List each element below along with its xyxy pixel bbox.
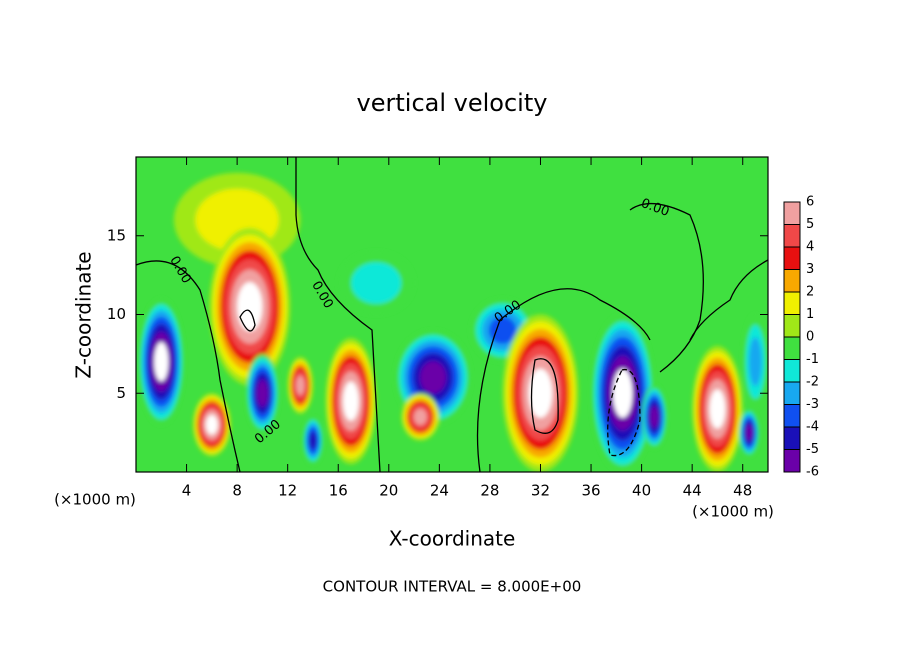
contour-line xyxy=(530,358,559,434)
colorbar-swatch xyxy=(784,269,800,292)
colorbar-swatch xyxy=(784,382,800,405)
velocity-cell xyxy=(612,368,633,418)
velocity-cell xyxy=(748,337,762,387)
colorbar-swatch xyxy=(784,449,800,472)
colorbar-tick-label: 0 xyxy=(806,330,814,345)
contour-line xyxy=(629,202,704,373)
velocity-cell xyxy=(488,316,517,344)
colorbar-swatch xyxy=(784,314,800,337)
x-unit-label: (×1000 m) xyxy=(54,491,136,509)
x-tick-label: 32 xyxy=(531,482,550,500)
x-tick-label: 44 xyxy=(683,482,702,500)
contour-line xyxy=(239,309,256,332)
x-unit-label: (×1000 m) xyxy=(692,503,774,521)
colorbar-tick-label: -5 xyxy=(806,442,819,457)
colorbar-swatch xyxy=(784,337,800,360)
velocity-cell xyxy=(237,282,263,332)
velocity-cell xyxy=(528,368,553,418)
velocity-cell xyxy=(256,379,269,407)
colorbar-tick-label: 5 xyxy=(806,217,814,232)
colorbar-tick-label: 3 xyxy=(806,262,814,277)
colorbar-tick-label: -1 xyxy=(806,352,819,367)
colorbar-swatch xyxy=(784,292,800,315)
colorbar-tick-label: -3 xyxy=(806,397,819,412)
velocity-cell xyxy=(420,361,446,394)
colorbar: 6 5 4 3 2 1 0 -1 -2 -3 -4 -5 -6 xyxy=(783,195,819,480)
velocity-cell xyxy=(649,406,659,428)
colorbar-swatch xyxy=(784,247,800,270)
colorbar-tick-label: -6 xyxy=(806,465,819,480)
contour-line xyxy=(689,259,768,341)
x-tick-label: 4 xyxy=(182,482,192,500)
velocity-cell xyxy=(296,375,305,396)
x-tick-label: 40 xyxy=(632,482,651,500)
colorbar-swatch xyxy=(784,202,800,225)
velocity-cell xyxy=(413,408,427,425)
x-tick-label: 12 xyxy=(278,482,297,500)
velocity-cell xyxy=(709,389,726,429)
x-tick-label: 20 xyxy=(379,482,398,500)
velocity-cell xyxy=(745,424,753,441)
colorbar-tick-label: 1 xyxy=(806,307,814,322)
contour-line xyxy=(136,260,241,472)
contour-line xyxy=(295,157,381,472)
colorbar-tick-label: 6 xyxy=(806,195,814,210)
chart-title: vertical velocity xyxy=(357,89,548,117)
contour-interval: CONTOUR INTERVAL = 8.000E+00 xyxy=(323,578,582,596)
x-tick-label: 36 xyxy=(581,482,600,500)
velocity-cell xyxy=(154,342,169,382)
contour-line xyxy=(476,288,651,472)
x-tick-label: 8 xyxy=(232,482,242,500)
cells xyxy=(138,172,768,472)
colorbar-swatch xyxy=(784,404,800,427)
colorbar-tick-label: 4 xyxy=(806,240,814,255)
x-tick-label: 16 xyxy=(329,482,348,500)
x-axis-label: X-coordinate xyxy=(389,527,516,551)
field xyxy=(136,157,768,472)
y-tick-label: 5 xyxy=(116,384,126,402)
colorbar-tick-label: -4 xyxy=(806,420,819,435)
y-tick-label: 10 xyxy=(107,305,126,323)
contour-line xyxy=(607,368,641,457)
velocity-cell xyxy=(205,414,218,435)
x-tick-label: 48 xyxy=(733,482,752,500)
colorbar-swatch xyxy=(784,427,800,450)
x-tick-label: 24 xyxy=(430,482,449,500)
colorbar-tick-label: -2 xyxy=(806,375,819,390)
x-tick-label: 28 xyxy=(480,482,499,500)
velocity-cell xyxy=(351,262,402,304)
contour-lines xyxy=(136,157,768,472)
velocity-cell xyxy=(309,431,317,450)
colorbar-tick-label: 2 xyxy=(806,285,814,300)
velocity-cell xyxy=(343,381,359,421)
colorbar-swatch xyxy=(784,224,800,247)
y-tick-label: 15 xyxy=(107,226,126,244)
y-axis-label: Z-coordinate xyxy=(72,251,96,378)
colorbar-swatch xyxy=(784,359,800,382)
